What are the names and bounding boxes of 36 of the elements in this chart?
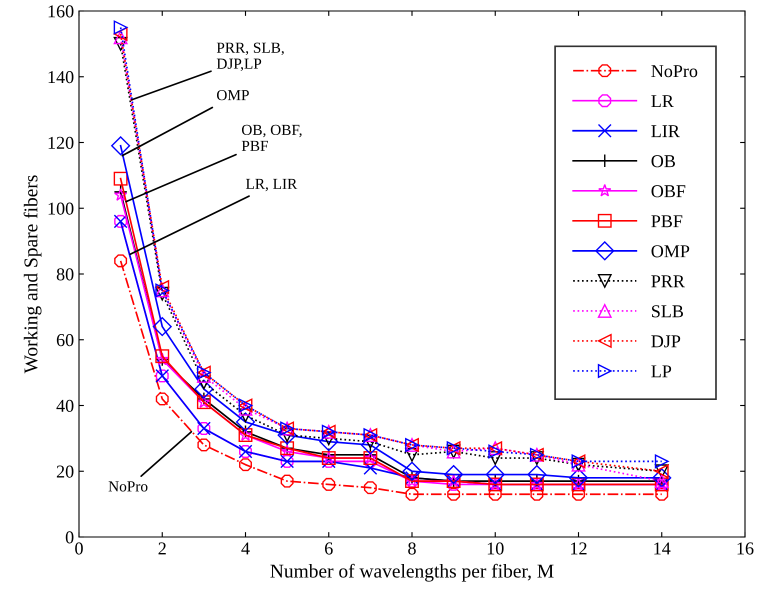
y-tick-label: 160 <box>48 5 74 18</box>
x-tick-label: 14 <box>654 542 670 554</box>
legend-label: OBF <box>652 185 686 198</box>
annotation: OB, OBF, PBF <box>242 124 302 151</box>
legend-label: LIR <box>651 125 680 138</box>
y-tick-label: 100 <box>48 202 74 215</box>
y-tick-label: 20 <box>56 466 74 478</box>
legend-label: PRR <box>651 275 685 288</box>
legend-label: PBF <box>651 215 682 228</box>
annotation: PRR, SLB, DJP,LP <box>216 42 284 72</box>
x-tick-label: 8 <box>408 542 416 555</box>
legend-label: SLB <box>652 305 684 318</box>
y-tick-label: 40 <box>56 400 74 412</box>
y-axis-title: Working and Spare fibers <box>24 175 42 374</box>
x-tick-label: 6 <box>325 542 333 555</box>
annotation: NoPro <box>108 481 148 492</box>
y-tick-label: 80 <box>56 268 74 280</box>
x-tick-label: 12 <box>571 542 587 554</box>
x-axis-title: Number of wavelengths per fiber, M <box>270 564 554 582</box>
y-tick-label: 0 <box>66 531 74 544</box>
legend-label: NoPro <box>651 65 698 78</box>
annotation: LR, LIR <box>246 178 298 192</box>
legend-label: OB <box>652 155 675 168</box>
y-tick-label: 60 <box>56 334 74 346</box>
legend-label: OMP <box>652 245 690 258</box>
y-tick-label: 120 <box>48 136 74 149</box>
x-tick-label: 10 <box>488 542 504 555</box>
x-tick-label: 16 <box>738 542 754 555</box>
legend-label: LR <box>651 95 674 108</box>
annotation: OMP <box>216 90 249 100</box>
x-tick-label: 0 <box>75 542 83 555</box>
y-tick-label: 140 <box>48 71 74 84</box>
legend-label: LP <box>651 365 672 378</box>
x-tick-label: 4 <box>241 542 250 554</box>
x-tick-label: 2 <box>158 542 166 554</box>
legend-label: DJP <box>651 335 680 348</box>
